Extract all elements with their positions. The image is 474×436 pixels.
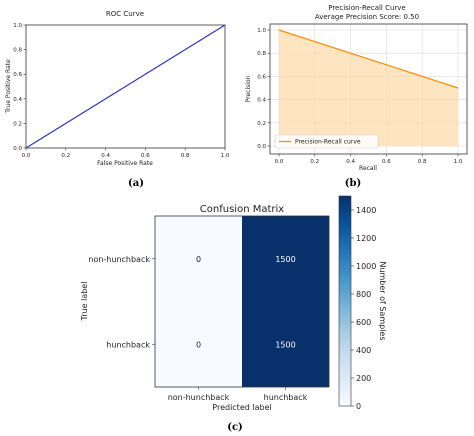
cm-colorbar-tick-label: 1000	[356, 262, 376, 271]
cm-title: Confusion Matrix	[200, 204, 284, 215]
cm-colorbar-tick-label: 800	[356, 290, 371, 299]
cm-colorbar-tick-label: 1200	[356, 234, 376, 243]
roc-y-tick-label: 1.0	[13, 23, 22, 29]
cm-xlabel: Predicted label	[212, 403, 271, 412]
pr-y-tick-label: 0.6	[257, 74, 266, 80]
pr-x-tick-label: 0.6	[382, 159, 391, 165]
cm-colorbar-label: Number of Samples	[378, 261, 387, 340]
roc-x-tick-label: 1.0	[221, 153, 230, 159]
pr-curve-line	[278, 29, 459, 89]
pr-chart: Precision-Recall Curve Average Precision…	[245, 4, 468, 189]
cm-ylabel: True label	[80, 282, 89, 322]
roc-ylabel: True Positive Rate	[5, 59, 12, 114]
roc-x-tick-label: 0.6	[141, 153, 150, 159]
cm-cell	[242, 216, 329, 302]
pr-y-tick-label: 0.8	[257, 51, 266, 57]
roc-xlabel: False Positive Rate	[97, 160, 153, 167]
pr-title: Precision-Recall Curve	[328, 4, 406, 12]
cm-cell-value: 1500	[275, 255, 295, 264]
cm-x-tick-label: non-hunchback	[168, 393, 230, 402]
pr-y-tick-label: 0.0	[257, 144, 266, 150]
pr-y-tick-label: 0.2	[257, 121, 266, 127]
pr-y-tick-label: 1.0	[257, 28, 266, 34]
cm-cell-value: 0	[196, 340, 201, 349]
cm-colorbar	[338, 195, 352, 407]
cm-plot-frame	[154, 215, 330, 388]
cm-cell	[242, 301, 329, 387]
pr-x-tick-label: 0.0	[275, 159, 284, 165]
pr-x-tick-label: 1.0	[454, 159, 463, 165]
pr-series	[278, 29, 459, 146]
subfigure-label-c: (c)	[227, 422, 243, 433]
cm-cell-value: 1500	[275, 340, 295, 349]
roc-title: ROC Curve	[106, 10, 144, 18]
pr-area-fill	[279, 30, 458, 146]
cm-y-tick-label: non-hunchback	[88, 255, 150, 264]
roc-x-tick-label: 0.4	[101, 153, 110, 159]
pr-x-tick-label: 0.4	[346, 159, 355, 165]
subfigure-label-b: (b)	[345, 178, 361, 189]
pr-x-ticks: 0.0 0.2 0.4 0.6 0.8 1.0	[275, 154, 463, 165]
pr-x-tick-label: 0.8	[418, 159, 427, 165]
roc-chart: ROC Curve 0.0 0.2 0.4 0.6 0.8 1.0 0.00.20.40.…	[5, 10, 230, 189]
cm-colorbar-tick-label: 0	[356, 402, 361, 411]
pr-xlabel: Recall	[359, 165, 377, 172]
cm-y-tick-label: hunchback	[106, 340, 150, 349]
cm-x-tick-label: hunchback	[264, 393, 308, 402]
pr-legend: Precision-Recall curve	[274, 134, 379, 149]
cm-colorbar-tick-label: 1400	[356, 206, 376, 215]
cm-colorbar-tick-label: 200	[356, 374, 371, 383]
roc-x-tick-label: 0.8	[181, 153, 190, 159]
roc-series	[25, 24, 226, 149]
subfigure-label-a: (a)	[128, 178, 144, 189]
cm-cell	[155, 216, 242, 302]
cm-colorbar-ticks: 0 200 400 600 800 1000 1200 1400	[351, 206, 376, 411]
roc-y-tick-label: 0.0	[13, 146, 22, 152]
roc-x-tick-label: 0.0	[22, 153, 31, 159]
roc-y-ticks: 0.0 0.2 0.4 0.6 0.8 1.0	[13, 23, 26, 152]
cm-y-ticks: non-hunchback hunchback	[88, 255, 155, 349]
roc-y-tick-label: 0.2	[13, 121, 22, 127]
pr-x-tick-label: 0.2	[310, 159, 319, 165]
pr-plot-area	[269, 23, 468, 155]
roc-y-tick-label: 0.6	[13, 72, 22, 78]
roc-x-tick-label: 0.2	[61, 153, 70, 159]
cm-colorbar-tick-label: 600	[356, 318, 371, 327]
roc-y-tick-label: 0.8	[13, 48, 22, 54]
roc-y-tick-label: 0.4	[13, 97, 22, 103]
pr-subtitle: Average Precision Score: 0.50	[315, 13, 419, 21]
confusion-matrix-chart: Confusion Matrix 0 1500 0 1500 non-hunchbac…	[80, 195, 387, 433]
pr-ylabel: Precision	[245, 75, 252, 102]
pr-legend-box	[274, 134, 379, 149]
cm-cell	[155, 301, 242, 387]
cm-cell-value: 0	[196, 255, 201, 264]
pr-legend-label: Precision-Recall curve	[295, 139, 361, 146]
cm-x-ticks: non-hunchback hunchback	[168, 387, 308, 402]
roc-curve-line	[25, 24, 226, 149]
cm-colorbar-tick-label: 400	[356, 346, 371, 355]
roc-x-ticks: 0.0 0.2 0.4 0.6 0.8 1.0	[22, 148, 230, 159]
pr-y-tick-label: 0.4	[257, 98, 266, 104]
pr-y-ticks: 0.0 0.2 0.4 0.6 0.8 1.0	[257, 28, 270, 150]
cm-cells: 0 1500 0 1500	[155, 216, 329, 387]
